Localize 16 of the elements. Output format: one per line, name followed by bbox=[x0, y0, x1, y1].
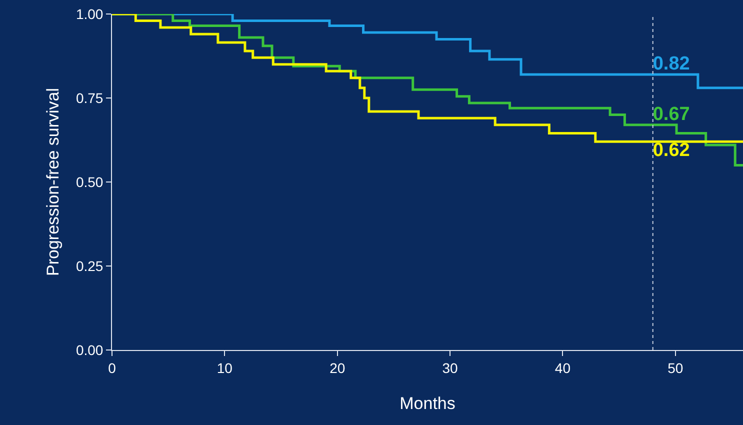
y-tick-label: 0.25 bbox=[76, 258, 104, 274]
annotation: 0.82 bbox=[652, 54, 690, 75]
x-tick-label: 10 bbox=[216, 360, 233, 376]
x-axis-title: Months bbox=[400, 394, 456, 414]
y-tick-label: 0.00 bbox=[76, 342, 104, 358]
y-tick-label: 0.75 bbox=[76, 90, 104, 106]
annotation: 0.67 bbox=[652, 104, 690, 126]
x-tick-label: 30 bbox=[442, 360, 458, 376]
x-tick-label: 0 bbox=[108, 360, 116, 376]
x-tick-label: 50 bbox=[668, 360, 684, 376]
x-tick-label: 20 bbox=[330, 360, 346, 376]
x-tick-label: 40 bbox=[554, 360, 571, 376]
y-axis-title: Progression-free survival bbox=[44, 88, 62, 276]
y-tick-label: 1.00 bbox=[76, 6, 104, 22]
annotation: 0.62 bbox=[652, 140, 690, 161]
y-tick-label: 0.50 bbox=[76, 174, 104, 190]
